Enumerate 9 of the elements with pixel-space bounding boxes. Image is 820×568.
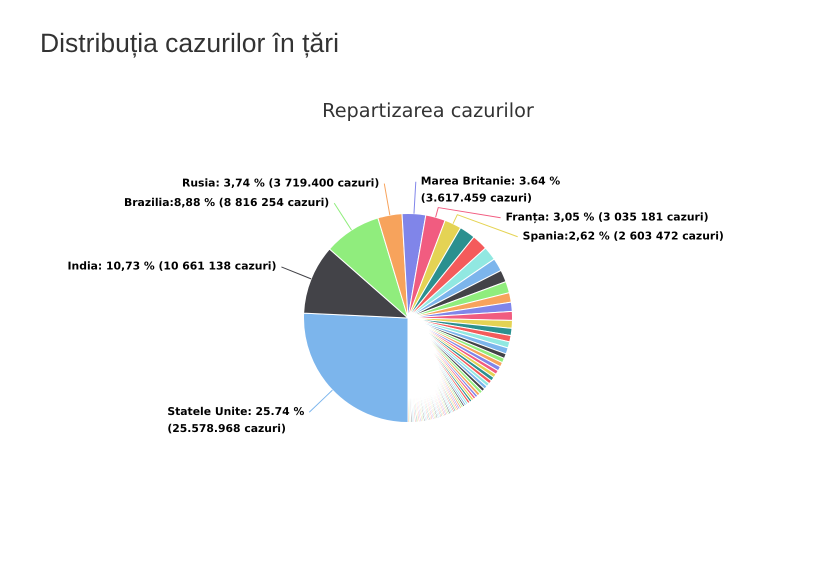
data-label: India: 10,73 % (10 661 138 cazuri) <box>68 260 276 273</box>
data-label: Spania:2,62 % (2 603 472 cazuri) <box>522 230 724 243</box>
data-label: Franța: 3,05 % (3 035 181 cazuri) <box>506 210 709 224</box>
data-label: Statele Unite: 25.74 % (25.578.968 cazuri) <box>167 405 304 436</box>
data-label: Brazilia:8,88 % (8 816 254 cazuri) <box>124 196 330 209</box>
data-label: Marea Britanie: 3.64 % (3.617.459 cazuri) <box>420 174 560 205</box>
chart-subtitle: Repartizarea cazurilor <box>322 99 534 122</box>
data-label: Rusia: 3,74 % (3 719.400 cazuri) <box>182 176 380 190</box>
chart-title: Distribuția cazurilor în țări <box>40 28 339 59</box>
